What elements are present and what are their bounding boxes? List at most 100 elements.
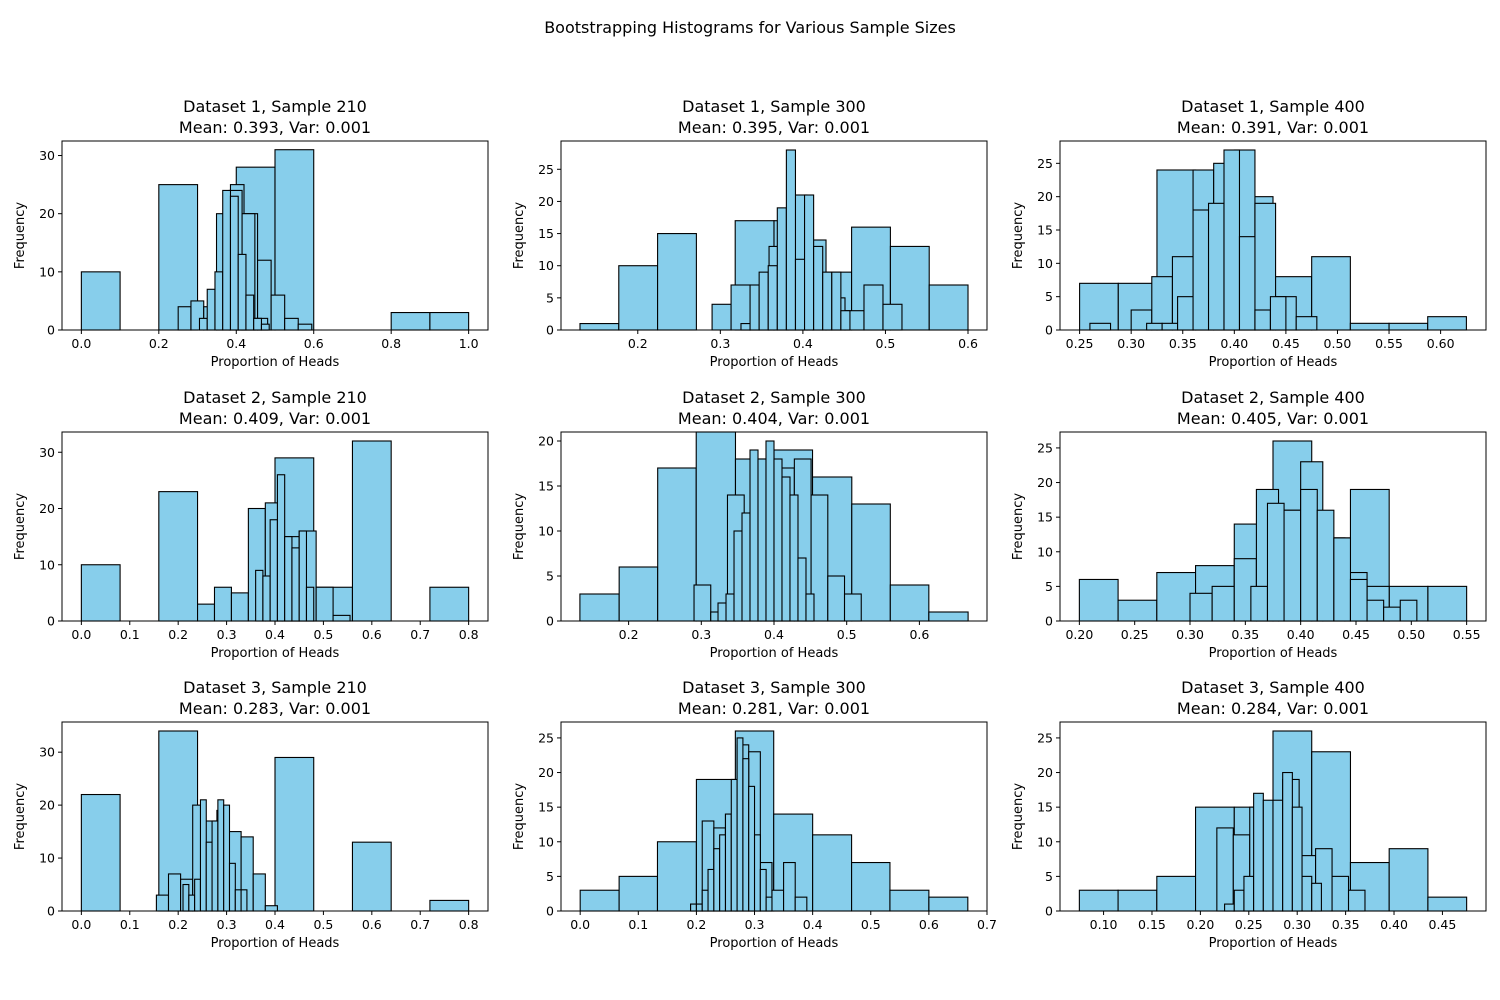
histogram-bar <box>1311 256 1351 331</box>
histogram-bar <box>1301 875 1313 912</box>
x-axis-label: Proportion of Heads <box>710 646 839 661</box>
subplot-subtitle: Mean: 0.409, Var: 0.001 <box>179 409 371 428</box>
y-tick-label: 10 <box>1037 544 1053 559</box>
histogram-bar <box>579 323 620 331</box>
histogram-bar <box>724 813 732 912</box>
axes-frame <box>1059 721 1487 912</box>
histogram-bar <box>1224 903 1235 912</box>
y-tick-label: 15 <box>1037 510 1053 525</box>
histogram-bar <box>618 265 659 331</box>
histogram-bar <box>229 195 239 331</box>
histogram-bar <box>928 896 969 912</box>
y-tick-label: 10 <box>39 264 55 279</box>
histogram-bar <box>1216 827 1234 912</box>
histogram-bar <box>693 584 712 622</box>
subplot-4: 0.0 0.1 0.2 0.3 0.4 0.5 0.6 0.7 0.8 0 10 20 30 Propor… <box>13 388 489 661</box>
subplot-3: 0.25 0.30 0.35 0.40 0.45 0.50 0.55 0.60 0 5 10 15 20… <box>1011 97 1487 370</box>
histogram-bar <box>794 258 806 331</box>
subplot-title: Dataset 1, Sample 400 <box>1181 97 1365 116</box>
histogram-bar <box>1262 799 1274 912</box>
x-tick-label: 0.6 <box>304 336 324 351</box>
y-tick-label: 25 <box>1037 730 1053 745</box>
histogram-bar <box>194 878 201 912</box>
histogram-bar <box>1211 585 1235 622</box>
histogram-bar <box>269 519 278 622</box>
histogram-bar <box>1156 875 1197 912</box>
subplot-title: Dataset 2, Sample 210 <box>183 388 367 407</box>
x-tick-label: 0.25 <box>1121 627 1149 642</box>
y-tick-label: 0 <box>546 614 554 629</box>
histogram-bar <box>291 547 300 622</box>
histogram-bar <box>812 834 853 912</box>
y-tick-label: 10 <box>538 834 554 849</box>
x-tick-label: 0.6 <box>362 627 382 642</box>
x-tick-label: 0.30 <box>1283 917 1311 932</box>
y-tick-label: 25 <box>538 162 554 177</box>
x-tick-label: 0.2 <box>168 917 188 932</box>
x-axis-label: Proportion of Heads <box>710 936 839 951</box>
x-tick-label: 0.15 <box>1138 917 1166 932</box>
subplot-title: Dataset 3, Sample 210 <box>183 678 367 697</box>
y-tick-label: 30 <box>39 745 55 760</box>
histogram-bar <box>1254 309 1271 331</box>
histogram-bar <box>270 294 286 331</box>
subplot-1: 0.0 0.2 0.4 0.6 0.8 1.0 0 10 20 30 Proportion of H… <box>13 97 489 370</box>
x-tick-label: 0.55 <box>1375 336 1403 351</box>
histogram-bar <box>889 889 930 912</box>
histogram-bar <box>1269 296 1287 331</box>
subplot-2: 0.2 0.3 0.4 0.5 0.6 0 5 10 15 20 25 Proportion of H… <box>512 97 988 370</box>
y-tick-label: 25 <box>1037 440 1053 455</box>
x-tick-label: 0.0 <box>71 917 91 932</box>
subplot-subtitle: Mean: 0.393, Var: 0.001 <box>179 118 371 137</box>
histogram-bar <box>741 512 751 622</box>
subplot-title: Dataset 2, Sample 300 <box>682 388 866 407</box>
x-tick-label: 0.8 <box>459 917 479 932</box>
y-tick-label: 0 <box>1045 323 1053 338</box>
axes-frame <box>1059 140 1487 331</box>
histogram-bar <box>1177 296 1194 331</box>
histogram-bar <box>80 793 121 912</box>
x-tick-label: 0.2 <box>628 336 648 351</box>
y-tick-label: 20 <box>39 798 55 813</box>
y-tick-label: 10 <box>538 258 554 273</box>
subplot-5: 0.2 0.3 0.4 0.5 0.6 0 5 10 15 20 Proportion of Hea… <box>512 388 988 661</box>
y-tick-label: 10 <box>538 524 554 539</box>
histogram-bar <box>851 861 891 912</box>
x-axis-label: Proportion of Heads <box>710 355 839 370</box>
x-tick-label: 0.50 <box>1324 336 1352 351</box>
y-axis-label: Frequency <box>1011 493 1026 560</box>
histogram-bar <box>657 233 697 331</box>
y-tick-label: 20 <box>538 194 554 209</box>
x-tick-label: 0.5 <box>313 917 333 932</box>
x-tick-label: 0.25 <box>1235 917 1263 932</box>
histogram-bar <box>1331 875 1350 912</box>
histogram-bar <box>351 841 392 912</box>
histogram-bar <box>1399 599 1418 622</box>
subplot-subtitle: Mean: 0.391, Var: 0.001 <box>1177 118 1369 137</box>
histogram-bar <box>1250 585 1269 622</box>
x-tick-label: 0.3 <box>217 917 237 932</box>
histogram-bar <box>725 593 735 622</box>
y-axis-label: Frequency <box>512 493 527 560</box>
subplot-title: Dataset 1, Sample 300 <box>682 97 866 116</box>
x-tick-label: 0.1 <box>120 627 140 642</box>
histogram-bar <box>182 883 190 912</box>
x-tick-label: 0.4 <box>793 336 813 351</box>
x-tick-label: 0.20 <box>1065 627 1093 642</box>
x-tick-label: 0.0 <box>570 917 590 932</box>
histogram-bar <box>1078 578 1119 622</box>
x-tick-label: 0.7 <box>977 917 997 932</box>
histogram-bar <box>765 896 773 912</box>
x-tick-label: 0.2 <box>686 917 706 932</box>
x-tick-label: 0.40 <box>1380 917 1408 932</box>
histogram-bar <box>80 564 121 622</box>
histogram-bar <box>276 474 286 622</box>
histogram-bar <box>167 873 182 912</box>
histogram-bar <box>1243 875 1255 912</box>
histogram-bar <box>1233 889 1245 912</box>
histogram-bar <box>928 611 969 622</box>
histogram-bar <box>1316 509 1335 622</box>
histogram-bar <box>657 467 697 622</box>
x-tick-label: 0.8 <box>381 336 401 351</box>
histogram-bar <box>618 875 659 912</box>
